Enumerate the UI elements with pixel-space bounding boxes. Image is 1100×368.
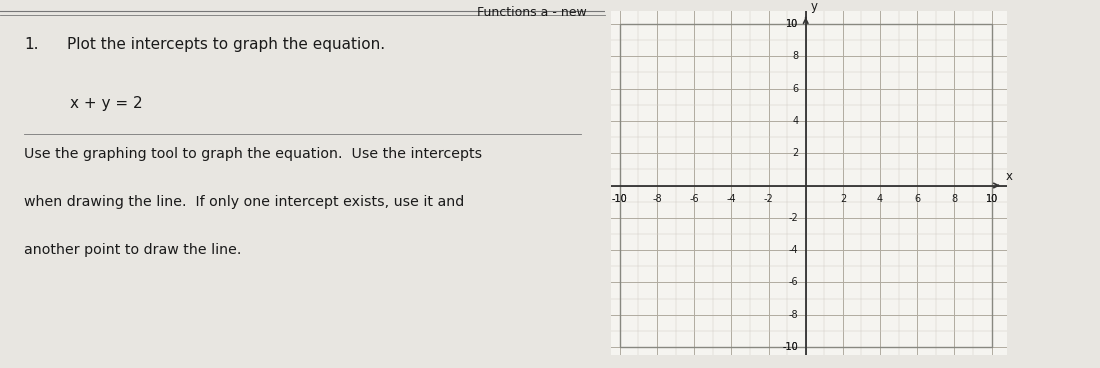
Text: 8: 8 [792,51,799,61]
Text: y: y [811,0,817,14]
Text: -2: -2 [789,213,799,223]
Text: Functions a - new: Functions a - new [477,6,587,18]
Text: 1.: 1. [24,37,38,52]
Text: -10: -10 [612,194,628,204]
Text: 10: 10 [986,194,998,204]
Text: -10: -10 [782,342,799,352]
Text: -10: -10 [612,194,628,204]
Text: 4: 4 [792,116,799,126]
Text: x: x [1005,170,1013,183]
Text: -4: -4 [726,194,736,204]
Text: 10: 10 [986,194,998,204]
Text: -6: -6 [690,194,698,204]
Text: -2: -2 [763,194,773,204]
Text: Plot the intercepts to graph the equation.: Plot the intercepts to graph the equatio… [66,37,385,52]
Text: 10: 10 [786,19,799,29]
Text: -4: -4 [789,245,799,255]
Text: 8: 8 [952,194,957,204]
Text: another point to draw the line.: another point to draw the line. [24,243,242,257]
Text: x + y = 2: x + y = 2 [69,96,142,111]
Text: 6: 6 [792,84,799,93]
Text: when drawing the line.  If only one intercept exists, use it and: when drawing the line. If only one inter… [24,195,464,209]
Text: 2: 2 [792,148,799,158]
Text: -6: -6 [789,277,799,287]
Text: Use the graphing tool to graph the equation.  Use the intercepts: Use the graphing tool to graph the equat… [24,147,482,161]
Text: 10: 10 [786,19,799,29]
Text: -8: -8 [789,310,799,320]
Text: 4: 4 [877,194,883,204]
Text: -10: -10 [782,342,799,352]
Text: 2: 2 [839,194,846,204]
Text: -8: -8 [652,194,662,204]
Text: 6: 6 [914,194,921,204]
